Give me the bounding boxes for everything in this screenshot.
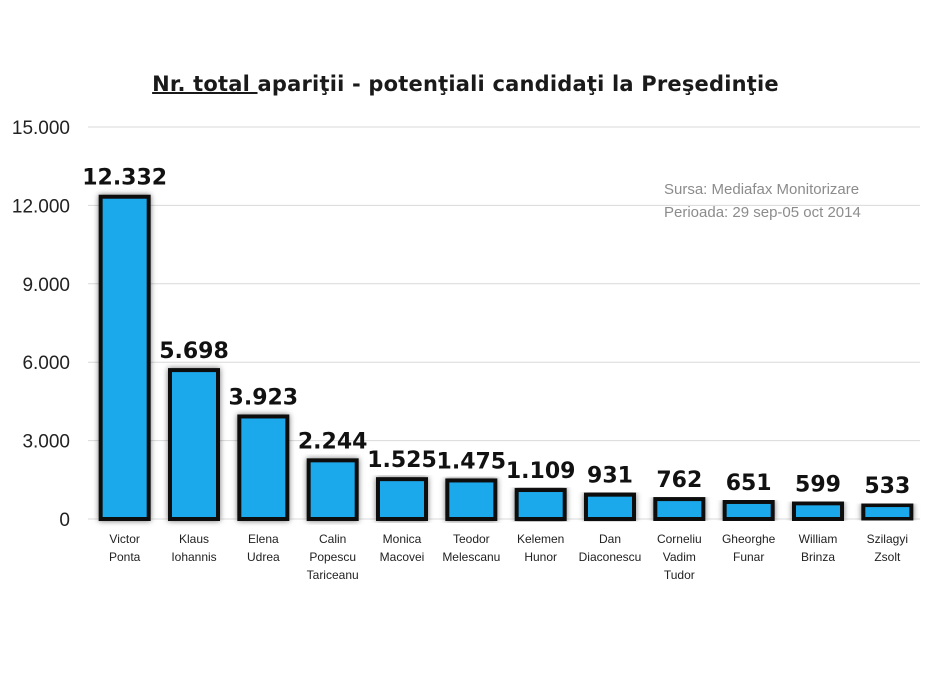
y-tick-label: 3.000 — [22, 432, 70, 453]
value-label: 3.923 — [229, 385, 299, 410]
x-tick-label-line: Macovei — [380, 550, 425, 564]
y-axis-ticks: 0 3.000 6.000 9.000 12.000 15.000 — [12, 118, 70, 531]
value-label: 651 — [726, 471, 772, 496]
x-tick-label-line: Dan — [599, 532, 621, 546]
bar — [584, 492, 636, 521]
bar — [168, 368, 220, 521]
value-label: 599 — [795, 472, 841, 497]
x-tick-label-line: Melescanu — [442, 550, 500, 564]
y-tick-label: 15.000 — [12, 118, 70, 139]
bar — [376, 477, 428, 521]
bar — [514, 488, 567, 521]
value-label: 931 — [587, 464, 633, 489]
x-tick-label-line: Funar — [733, 550, 764, 564]
value-label: 1.475 — [437, 449, 507, 474]
bar — [653, 497, 706, 521]
x-tick-label-line: Klaus — [179, 532, 209, 546]
source-note: Sursa: Mediafax Monitorizare Perioada: 2… — [664, 178, 861, 224]
x-tick-label-line: Gheorghe — [722, 532, 776, 546]
period-label: Perioada: 29 sep-05 oct 2014 — [664, 204, 861, 221]
grid-lines — [88, 126, 920, 520]
x-tick-label-line: Teodor — [453, 532, 490, 546]
bar — [861, 503, 914, 521]
x-tick-label-line: Diaconescu — [579, 550, 642, 564]
bar — [722, 499, 775, 522]
source-label: Sursa: Mediafax Monitorizare — [664, 181, 860, 198]
y-tick-label: 9.000 — [22, 275, 70, 296]
chart-title-part1: Nr. total — [152, 72, 258, 96]
bar — [792, 501, 844, 521]
x-tick-label-line: Kelemen — [517, 532, 564, 546]
x-tick-label: Teodor Melescanu — [442, 532, 500, 564]
bar — [237, 414, 290, 522]
y-tick-label: 12.000 — [12, 196, 70, 217]
x-tick-label-line: Elena — [248, 532, 279, 546]
x-tick-label-line: Tariceanu — [307, 568, 359, 582]
bar — [306, 458, 359, 522]
bar — [98, 194, 151, 522]
x-tick-label-line: Monica — [383, 532, 422, 546]
x-tick-label: Gheorghe Funar — [722, 532, 776, 564]
x-tick-label: Victor Ponta — [109, 532, 141, 564]
x-tick-label-line: Corneliu — [657, 532, 702, 546]
x-tick-label: Corneliu Vadim Tudor — [657, 532, 702, 582]
x-tick-label: Dan Diaconescu — [579, 532, 642, 564]
x-axis-labels: Victor Ponta Klaus Iohannis Elena Udrea Calin P… — [109, 532, 908, 582]
x-tick-label-line: Calin — [319, 532, 346, 546]
x-tick-label-line: Ponta — [109, 550, 141, 564]
value-label: 1.525 — [367, 448, 437, 473]
chart-title-part2: apariţii - potenţiali candidaţi la Preşe… — [257, 72, 779, 96]
x-tick-label-line: Victor — [109, 532, 139, 546]
value-label: 533 — [864, 474, 910, 499]
x-tick-label-line: Popescu — [309, 550, 356, 564]
x-tick-label: Calin Popescu Tariceanu — [307, 532, 359, 582]
x-tick-label-line: Udrea — [247, 550, 280, 564]
x-tick-label-line: Brinza — [801, 550, 835, 564]
x-tick-label: Elena Udrea — [247, 532, 280, 564]
x-tick-label: Monica Macovei — [380, 532, 425, 564]
x-tick-label-line: Tudor — [664, 568, 695, 582]
x-tick-label-line: William — [799, 532, 838, 546]
bars — [98, 194, 914, 522]
y-tick-label: 6.000 — [22, 353, 70, 374]
bar — [445, 478, 498, 522]
x-tick-label: Szilagyi Zsolt — [867, 532, 908, 564]
x-tick-label: Kelemen Hunor — [517, 532, 564, 564]
value-label: 12.332 — [82, 166, 167, 191]
value-label: 1.109 — [506, 459, 576, 484]
x-tick-label-line: Hunor — [524, 550, 557, 564]
value-label: 2.244 — [298, 429, 368, 454]
x-tick-label: William Brinza — [799, 532, 838, 564]
value-label: 5.698 — [159, 339, 229, 364]
x-tick-label: Klaus Iohannis — [171, 532, 216, 564]
x-tick-label-line: Iohannis — [171, 550, 216, 564]
y-tick-label: 0 — [59, 510, 70, 531]
value-label: 762 — [656, 468, 702, 493]
chart-title: Nr. total apariţii - potenţiali candidaţ… — [0, 72, 931, 96]
x-tick-label-line: Szilagyi — [867, 532, 908, 546]
x-tick-label-line: Vadim — [663, 550, 696, 564]
x-tick-label-line: Zsolt — [874, 550, 901, 564]
